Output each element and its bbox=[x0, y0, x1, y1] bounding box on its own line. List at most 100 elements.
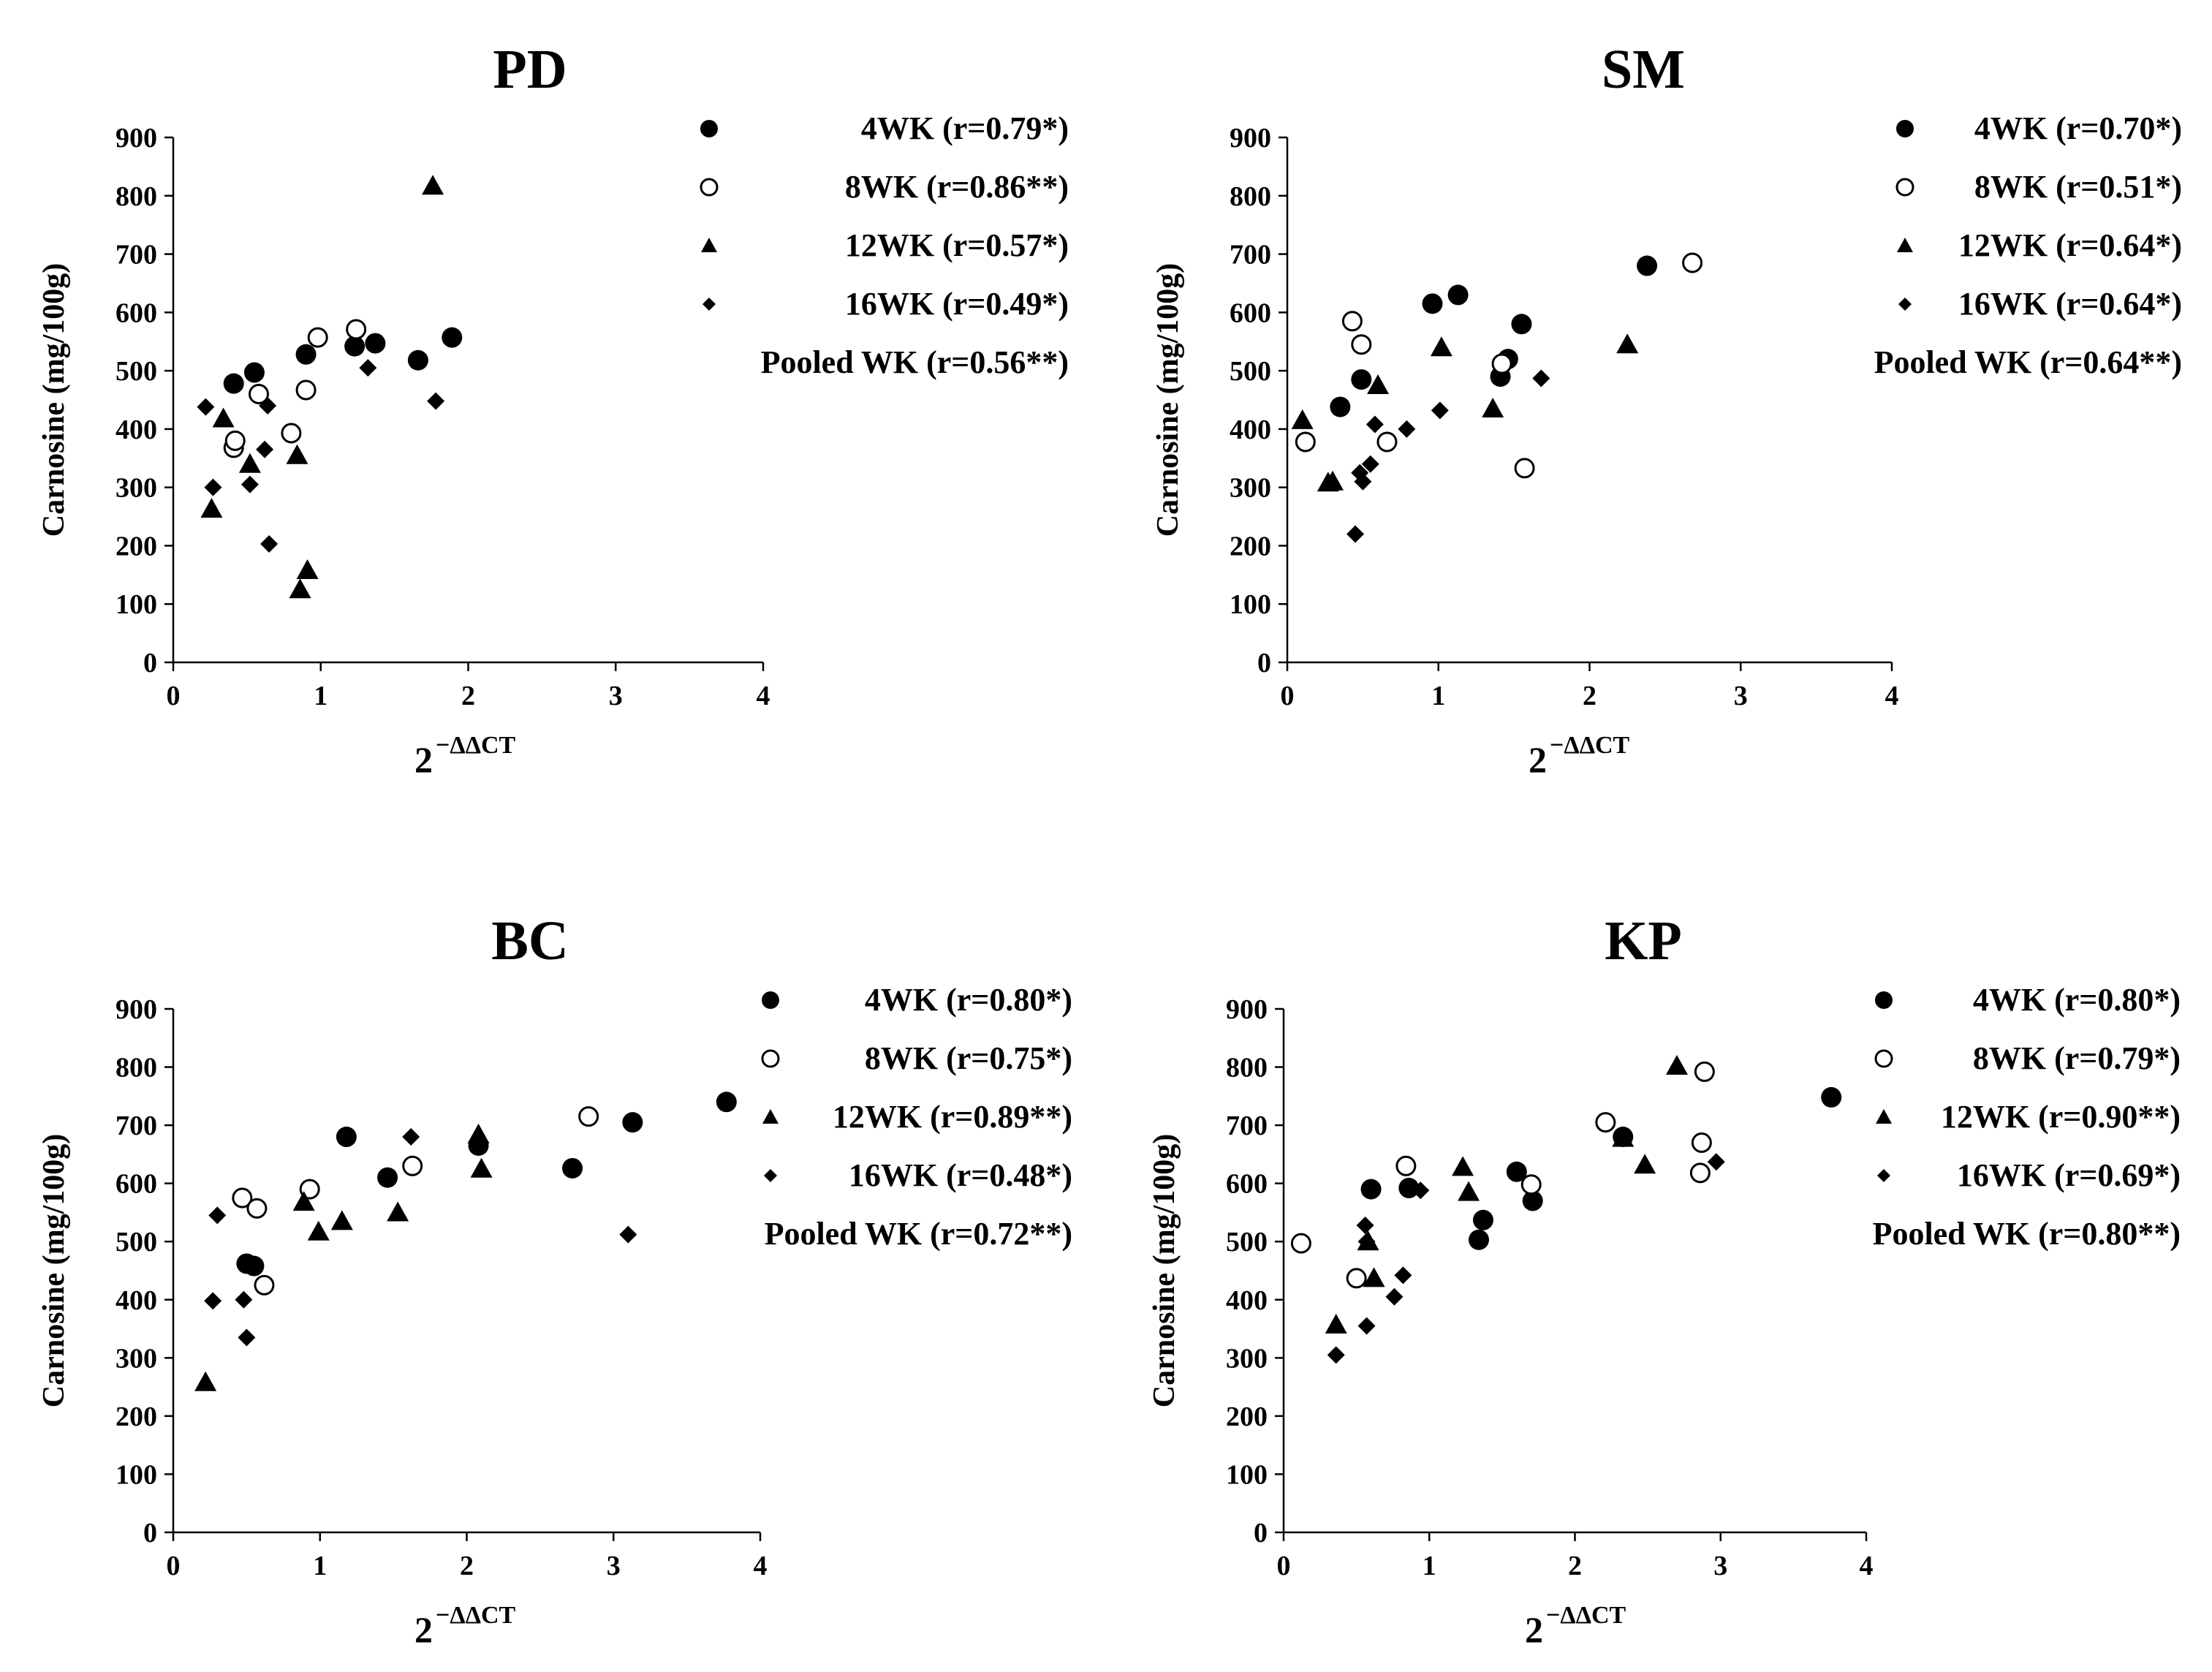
data-point-16wk bbox=[619, 1225, 637, 1244]
x-axis-label-exponent: −ΔΔCT bbox=[1550, 732, 1630, 759]
y-tick-label: 500 bbox=[1230, 356, 1271, 387]
data-point-12wk bbox=[307, 1220, 330, 1241]
data-point-16wk bbox=[1412, 1181, 1430, 1200]
x-axis-label-exponent: −ΔΔCT bbox=[436, 1602, 516, 1629]
x-tick-label: 3 bbox=[607, 1551, 621, 1581]
x-tick-label: 1 bbox=[1431, 681, 1445, 711]
chart-title: BC bbox=[491, 910, 569, 972]
data-point-16wk bbox=[1354, 472, 1372, 491]
data-point-4wk bbox=[243, 362, 265, 383]
data-point-4wk bbox=[1330, 396, 1351, 417]
data-point-12wk bbox=[1616, 333, 1639, 354]
data-point-8wk bbox=[1694, 1061, 1715, 1082]
data-point-12wk bbox=[387, 1201, 409, 1222]
data-point-16wk bbox=[1356, 1216, 1374, 1234]
data-point-16wk bbox=[204, 478, 222, 496]
y-tick-label: 900 bbox=[115, 123, 157, 154]
y-tick-label: 800 bbox=[1226, 1053, 1268, 1083]
x-tick-label: 3 bbox=[1734, 681, 1748, 711]
legend-label: 16WK (r=0.69*) bbox=[1957, 1157, 2181, 1193]
legend-label: 12WK (r=0.57*) bbox=[845, 227, 1069, 263]
data-point-8wk bbox=[402, 1155, 423, 1176]
data-point-12wk bbox=[1363, 1267, 1385, 1287]
data-point-12wk bbox=[1430, 336, 1452, 357]
data-point-12wk bbox=[422, 175, 444, 195]
data-point-16wk bbox=[1385, 1287, 1404, 1306]
y-tick-label: 0 bbox=[143, 648, 157, 678]
y-tick-label: 100 bbox=[1226, 1459, 1268, 1490]
y-tick-label: 600 bbox=[115, 298, 157, 328]
legend-label: 8WK (r=0.51*) bbox=[1974, 169, 2182, 205]
data-point-12wk bbox=[1665, 1054, 1688, 1075]
x-axis-label-base: 2 bbox=[1525, 1609, 1543, 1650]
data-point-16wk bbox=[259, 396, 277, 415]
data-point-4wk bbox=[1422, 293, 1443, 314]
x-tick-label: 2 bbox=[1568, 1551, 1582, 1581]
data-point-4wk bbox=[716, 1092, 737, 1113]
data-point-8wk bbox=[1514, 458, 1535, 479]
y-tick-label: 900 bbox=[115, 994, 157, 1025]
series-4wk bbox=[1360, 1086, 1842, 1250]
y-axis-label: Carnosine (mg/100g) bbox=[1148, 1134, 1181, 1407]
x-tick-label: 0 bbox=[1277, 1551, 1291, 1581]
data-point-8wk bbox=[224, 430, 246, 451]
legend: 4WK (r=0.80*) 8WK (r=0.79*) 12WK (r=0.90**… bbox=[1873, 982, 2181, 1252]
y-tick-label: 700 bbox=[1230, 240, 1271, 271]
data-point-4wk bbox=[243, 1255, 265, 1276]
legend-label: Pooled WK (r=0.72**) bbox=[765, 1216, 1072, 1252]
data-point-12wk bbox=[1325, 1313, 1347, 1334]
y-tick-label: 200 bbox=[115, 1401, 157, 1432]
x-tick-label: 4 bbox=[1885, 681, 1899, 711]
y-tick-label: 500 bbox=[1226, 1227, 1268, 1257]
legend-marker-8wk bbox=[700, 178, 719, 197]
data-point-16wk bbox=[1366, 415, 1384, 434]
y-tick-label: 100 bbox=[115, 589, 157, 620]
data-point-4wk bbox=[622, 1112, 643, 1133]
series-4wk bbox=[223, 327, 463, 394]
y-axis-label: Carnosine (mg/100g) bbox=[1151, 263, 1185, 537]
series-16wk bbox=[1327, 1153, 1725, 1364]
x-axis-label-exponent: −ΔΔCT bbox=[436, 732, 516, 759]
data-point-12wk bbox=[470, 1157, 493, 1178]
data-point-8wk bbox=[232, 1187, 253, 1208]
series-8wk bbox=[1295, 252, 1703, 479]
legend-marker-4wk bbox=[1896, 120, 1914, 137]
x-axis-label: 2 −ΔΔCT bbox=[414, 1602, 516, 1650]
data-point-4wk bbox=[1821, 1086, 1842, 1108]
data-point-12wk bbox=[1458, 1181, 1480, 1201]
data-point-8wk bbox=[254, 1274, 275, 1295]
data-point-4wk bbox=[1468, 1229, 1489, 1250]
data-point-8wk bbox=[1341, 311, 1363, 332]
y-tick-label: 400 bbox=[115, 1285, 157, 1316]
legend-label: Pooled WK (r=0.64**) bbox=[1874, 344, 2182, 380]
data-point-4wk bbox=[344, 336, 365, 357]
data-point-12wk bbox=[1612, 1127, 1635, 1147]
data-point-16wk bbox=[359, 359, 377, 377]
legend-label: 16WK (r=0.64*) bbox=[1958, 286, 2182, 322]
legend: 4WK (r=0.70*) 8WK (r=0.51*) 12WK (r=0.64*)… bbox=[1874, 110, 2182, 380]
y-tick-label: 500 bbox=[115, 1227, 157, 1257]
x-tick-label: 4 bbox=[757, 681, 770, 711]
legend-marker-16wk bbox=[702, 298, 716, 311]
y-tick-label: 900 bbox=[1230, 123, 1271, 154]
data-point-4wk bbox=[1472, 1209, 1493, 1230]
x-tick-label: 0 bbox=[1281, 681, 1295, 711]
data-point-4wk bbox=[1637, 255, 1658, 276]
legend-marker-12wk bbox=[701, 238, 717, 252]
y-tick-label: 700 bbox=[115, 1111, 157, 1141]
x-tick-label: 0 bbox=[167, 1551, 181, 1581]
data-point-8wk bbox=[1691, 1132, 1712, 1153]
data-point-12wk bbox=[212, 407, 235, 428]
legend-label: 4WK (r=0.70*) bbox=[1974, 110, 2182, 146]
data-point-16wk bbox=[240, 475, 259, 493]
y-tick-label: 600 bbox=[115, 1169, 157, 1200]
data-point-12wk bbox=[1291, 409, 1314, 429]
data-point-16wk bbox=[260, 535, 279, 553]
legend-marker-8wk bbox=[761, 1049, 780, 1068]
data-point-12wk bbox=[200, 498, 223, 518]
x-tick-label: 4 bbox=[1860, 1551, 1874, 1581]
panel-pd: PD 0 100 200 300 400 500 600 700 800 900 0 1 2 3 4 Carno… bbox=[37, 39, 1069, 780]
data-point-8wk bbox=[1682, 252, 1703, 273]
legend-label: 4WK (r=0.79*) bbox=[861, 110, 1069, 146]
data-point-16wk bbox=[402, 1128, 420, 1146]
